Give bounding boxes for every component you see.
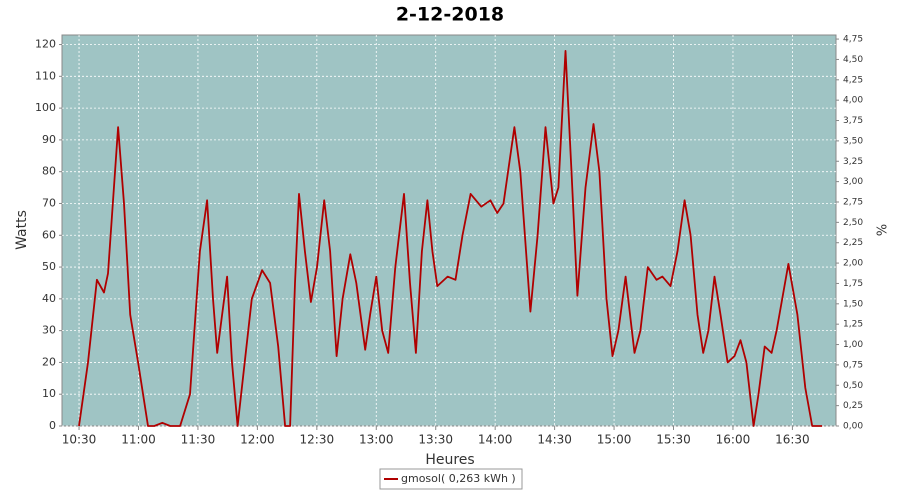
x-tick-label: 11:30 (181, 433, 216, 447)
y2-tick-label: 3,75 (843, 116, 863, 126)
plot-area (61, 34, 837, 427)
x-tick-label: 15:00 (597, 433, 632, 447)
x-axis-label: Heures (425, 452, 474, 468)
y2-tick-label: 3,50 (843, 136, 863, 146)
x-tick-label: 12:00 (240, 433, 275, 447)
x-tick-label: 12:30 (300, 433, 335, 447)
y2-tick-label: 1,75 (843, 279, 863, 289)
series-line (78, 50, 823, 427)
x-tick-label: 10:30 (62, 433, 97, 447)
x-tick-label: 13:00 (359, 433, 394, 447)
y2-tick-label: 2,75 (843, 197, 863, 207)
y-tick-label: 10 (42, 387, 56, 400)
y2-tick-label: 3,25 (843, 157, 863, 167)
y2-tick-label: 0,25 (843, 401, 863, 411)
y2-tick-label: 3,00 (843, 177, 863, 187)
y-tick-label: 70 (42, 196, 56, 209)
legend-box (379, 468, 523, 490)
x-tick-label: 11:00 (121, 433, 156, 447)
y2-tick-label: 4,75 (843, 35, 863, 45)
y-tick-label: 80 (42, 165, 56, 178)
y-tick-label: 20 (42, 355, 56, 368)
y-tick-label: 110 (35, 69, 56, 82)
y2-tick-label: 4,50 (843, 55, 863, 65)
y2-tick-label: 1,00 (843, 340, 863, 350)
x-tick-label: 16:30 (775, 433, 810, 447)
y-tick-label: 50 (42, 260, 56, 273)
y2-tick-label: 4,25 (843, 75, 863, 85)
y-tick-label: 40 (42, 292, 56, 305)
y2-tick-label: 1,50 (843, 299, 863, 309)
x-tick-label: 13:30 (418, 433, 453, 447)
y2-tick-label: 2,25 (843, 238, 863, 248)
y2-tick-label: 2,00 (843, 259, 863, 269)
x-tick-label: 16:00 (716, 433, 751, 447)
legend-label: gmosol( 0,263 kWh ) (401, 472, 516, 485)
y-tick-label: 0 (49, 419, 56, 432)
x-tick-label: 14:00 (478, 433, 513, 447)
y-tick-label: 100 (35, 101, 56, 114)
y2-tick-label: 1,25 (843, 320, 863, 330)
y-tick-label: 60 (42, 228, 56, 241)
y2-tick-label: 0,00 (843, 422, 863, 432)
y2-tick-label: 0,75 (843, 360, 863, 370)
y-tick-label: 30 (42, 324, 56, 337)
y2-axis-label: % (873, 224, 888, 236)
y2-tick-label: 4,00 (843, 96, 863, 106)
y2-tick-label: 0,50 (843, 381, 863, 391)
y-axis-label: Watts (14, 210, 30, 250)
y2-tick-label: 2,50 (843, 218, 863, 228)
chart-title: 2-12-2018 (396, 4, 504, 26)
x-tick-label: 14:30 (537, 433, 572, 447)
x-tick-label: 15:30 (656, 433, 691, 447)
y-tick-label: 90 (42, 133, 56, 146)
y-tick-label: 120 (35, 38, 56, 51)
